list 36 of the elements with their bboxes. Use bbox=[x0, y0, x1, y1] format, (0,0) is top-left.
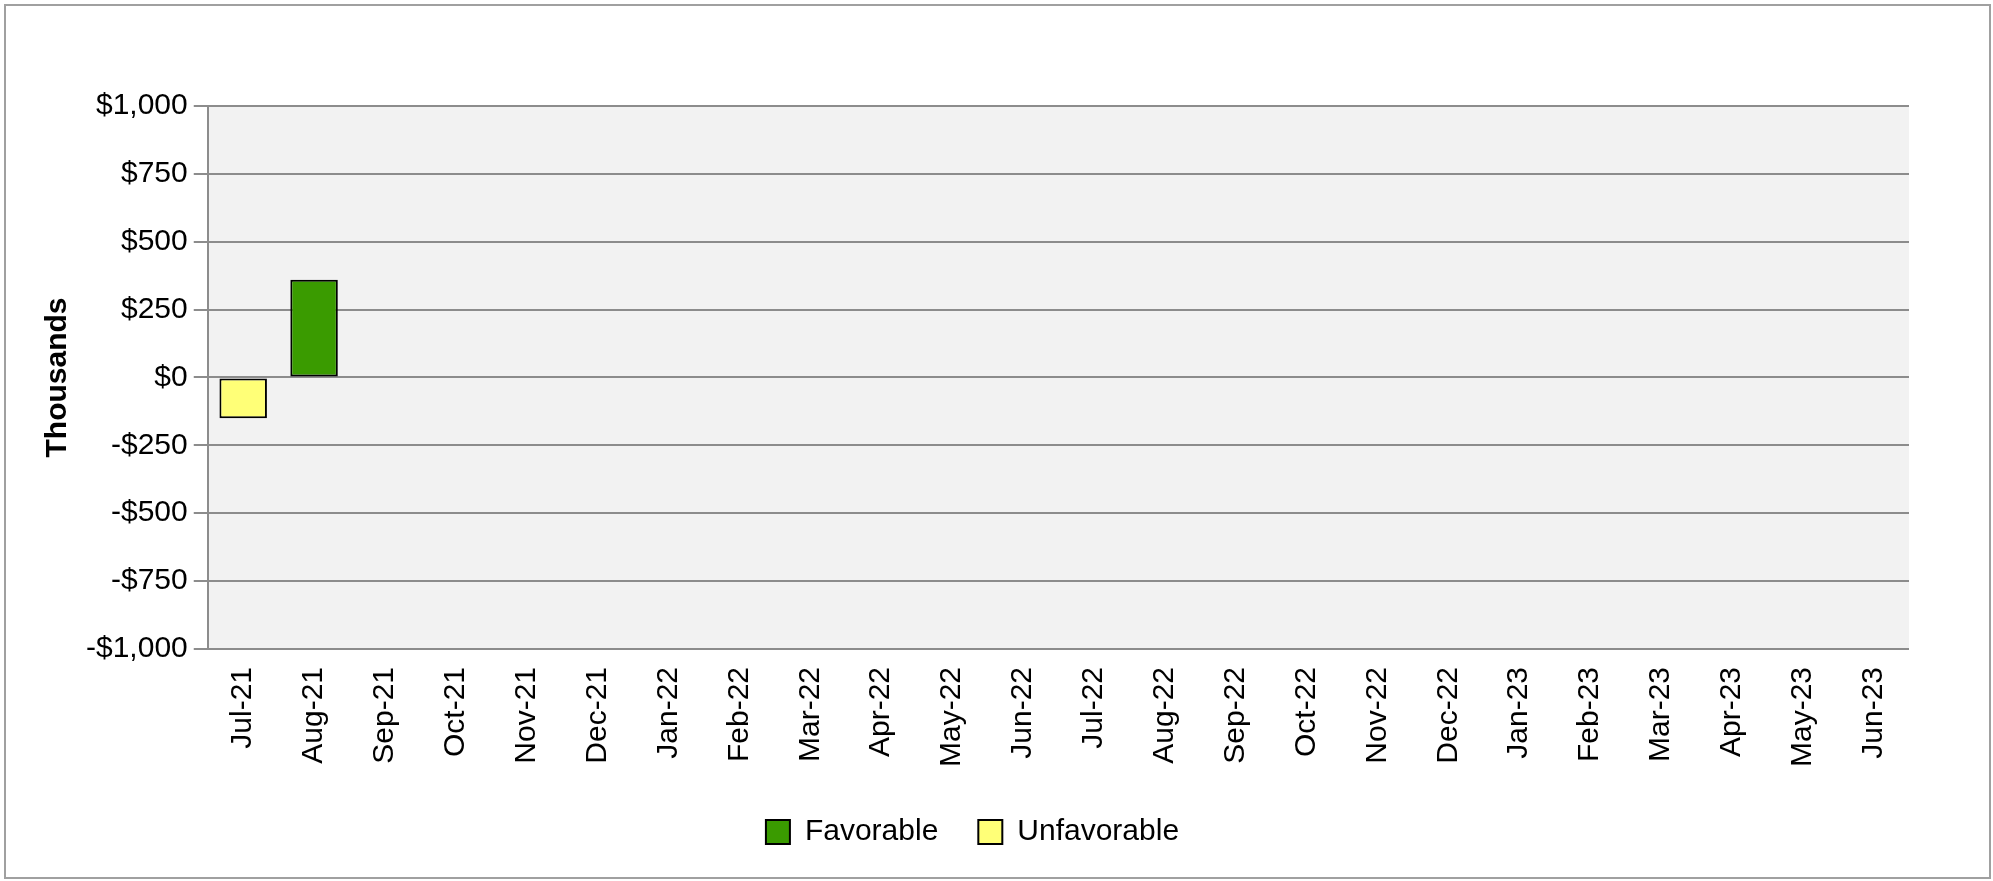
x-tick-label: Nov-22 bbox=[1358, 666, 1392, 764]
x-tick-label: Feb-22 bbox=[720, 666, 754, 763]
x-tick-label: Oct-22 bbox=[1287, 666, 1321, 757]
legend-label: Unfavorable bbox=[1017, 813, 1180, 847]
x-tick-label: Mar-22 bbox=[791, 666, 825, 762]
x-tick-label: Apr-22 bbox=[862, 666, 896, 758]
legend-label: Favorable bbox=[804, 813, 939, 847]
x-tick-label: Feb-23 bbox=[1571, 666, 1605, 763]
x-tick-label: Jul-22 bbox=[1075, 666, 1109, 749]
x-tick-label: Oct-21 bbox=[437, 666, 471, 757]
x-tick-label: Sep-22 bbox=[1216, 666, 1250, 764]
y-tick-label: -$250 bbox=[111, 426, 188, 460]
x-tick-label: Jun-23 bbox=[1854, 666, 1888, 759]
y-axis-title: Thousands bbox=[39, 297, 73, 458]
y-tick-label: $500 bbox=[121, 223, 188, 257]
y-tick-label: $0 bbox=[154, 358, 188, 392]
x-tick-label: Dec-21 bbox=[578, 666, 612, 764]
x-tick-label: Sep-21 bbox=[366, 666, 400, 764]
y-tick-label: $750 bbox=[121, 155, 188, 189]
x-tick-label: May-23 bbox=[1783, 666, 1817, 768]
x-tick-label: Aug-21 bbox=[295, 666, 329, 764]
x-tick-label: Apr-23 bbox=[1713, 666, 1747, 758]
x-tick-label: Jan-22 bbox=[649, 666, 683, 759]
x-tick-label: Jan-23 bbox=[1500, 666, 1534, 759]
x-tick-label: Aug-22 bbox=[1145, 666, 1179, 764]
x-tick-label: May-22 bbox=[933, 666, 967, 768]
x-tick-label: Mar-23 bbox=[1642, 666, 1676, 762]
y-tick-label: $1,000 bbox=[95, 87, 188, 121]
y-tick-label: -$750 bbox=[111, 562, 188, 596]
y-tick-label: -$1,000 bbox=[86, 630, 188, 664]
x-tick-label: Jun-22 bbox=[1004, 666, 1038, 759]
x-tick-label: Jul-21 bbox=[224, 666, 258, 749]
y-tick-label: -$500 bbox=[111, 494, 188, 528]
x-tick-label: Nov-21 bbox=[508, 666, 541, 764]
x-tick-label: Dec-22 bbox=[1429, 666, 1463, 764]
y-tick-label: $250 bbox=[121, 290, 188, 324]
